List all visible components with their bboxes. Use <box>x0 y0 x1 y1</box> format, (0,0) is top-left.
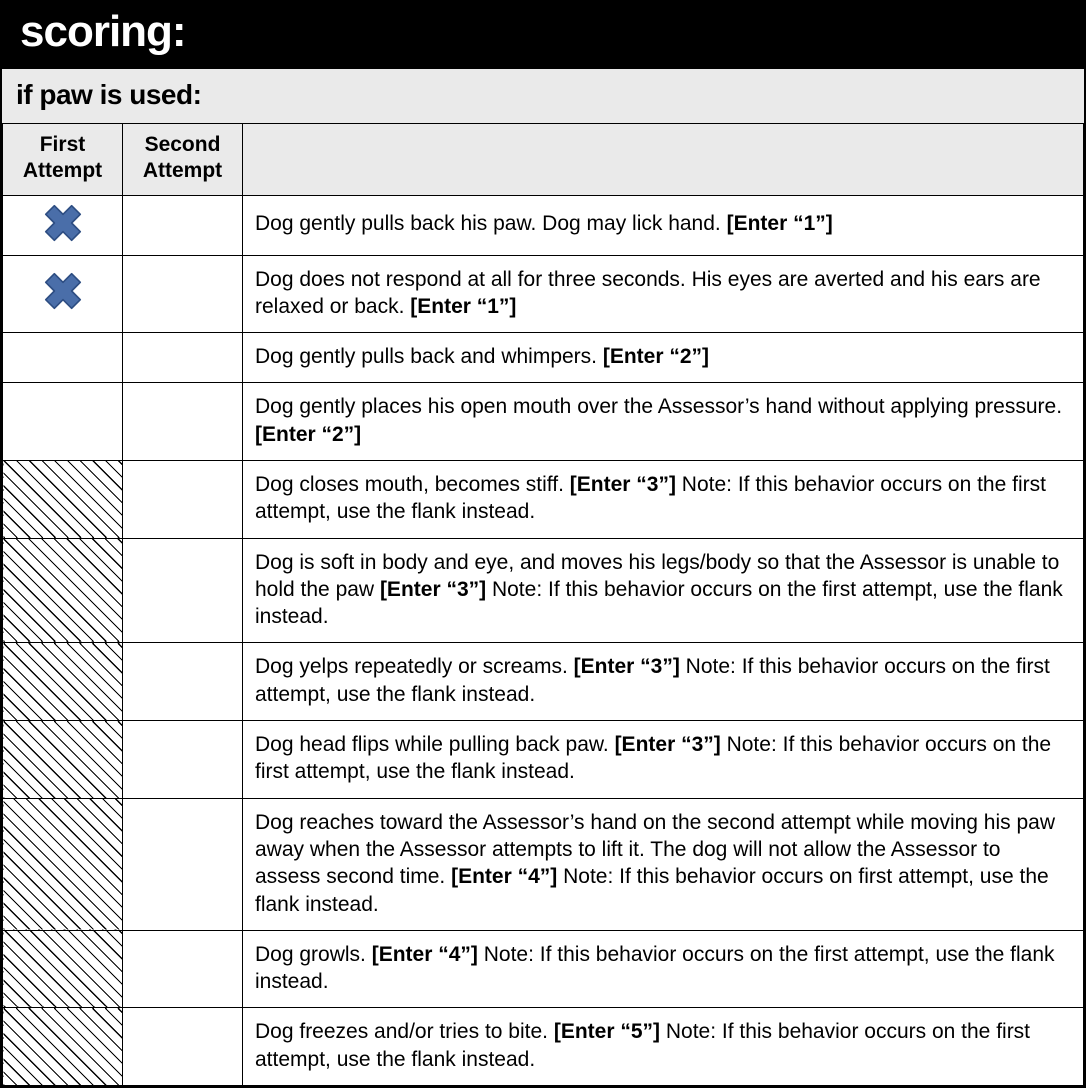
behavior-description: Dog freezes and/or tries to bite. [Enter… <box>243 1008 1084 1086</box>
second-attempt-cell[interactable] <box>123 643 243 721</box>
desc-text: Dog closes mouth, becomes stiff. <box>255 473 570 496</box>
desc-score-code: [Enter “4”] <box>372 943 478 966</box>
page-title: scoring: <box>2 2 1084 68</box>
scoring-sheet: scoring: if paw is used: First Attempt S… <box>0 0 1086 1088</box>
desc-score-code: [Enter “3”] <box>574 655 680 678</box>
table-row: Dog does not respond at all for three se… <box>3 255 1084 333</box>
table-row: Dog growls. [Enter “4”] Note: If this be… <box>3 930 1084 1008</box>
desc-score-code: [Enter “4”] <box>451 865 557 888</box>
behavior-description: Dog reaches toward the Assessor’s hand o… <box>243 798 1084 930</box>
second-attempt-cell[interactable] <box>123 460 243 538</box>
desc-score-code: [Enter “3”] <box>380 578 486 601</box>
section-subheader: if paw is used: <box>2 68 1084 123</box>
second-attempt-cell[interactable] <box>123 930 243 1008</box>
table-header-row: First Attempt Second Attempt <box>3 124 1084 196</box>
second-attempt-cell[interactable] <box>123 721 243 799</box>
behavior-description: Dog head flips while pulling back paw. [… <box>243 721 1084 799</box>
second-attempt-cell[interactable] <box>123 538 243 643</box>
desc-score-code: [Enter “3”] <box>615 733 721 756</box>
col-first-attempt: First Attempt <box>3 124 123 196</box>
behavior-description: Dog growls. [Enter “4”] Note: If this be… <box>243 930 1084 1008</box>
first-attempt-cell[interactable] <box>3 255 123 333</box>
table-row: Dog yelps repeatedly or screams. [Enter … <box>3 643 1084 721</box>
col-description <box>243 124 1084 196</box>
first-attempt-cell[interactable] <box>3 383 123 461</box>
table-row: Dog head flips while pulling back paw. [… <box>3 721 1084 799</box>
behavior-description: Dog is soft in body and eye, and moves h… <box>243 538 1084 643</box>
first-attempt-cell[interactable] <box>3 721 123 799</box>
first-attempt-cell[interactable] <box>3 643 123 721</box>
first-attempt-cell[interactable] <box>3 460 123 538</box>
table-row: Dog closes mouth, becomes stiff. [Enter … <box>3 460 1084 538</box>
table-row: Dog gently places his open mouth over th… <box>3 383 1084 461</box>
desc-text: Dog head flips while pulling back paw. <box>255 733 615 756</box>
behavior-description: Dog gently pulls back his paw. Dog may l… <box>243 195 1084 255</box>
desc-score-code: [Enter “2”] <box>603 345 709 368</box>
first-attempt-cell[interactable] <box>3 195 123 255</box>
desc-score-code: [Enter “1”] <box>410 295 516 318</box>
scoring-table: First Attempt Second Attempt Dog gently … <box>2 123 1084 1086</box>
second-attempt-cell[interactable] <box>123 333 243 383</box>
behavior-description: Dog gently pulls back and whimpers. [Ent… <box>243 333 1084 383</box>
desc-text: Dog gently places his open mouth over th… <box>255 395 1062 418</box>
desc-score-code: [Enter “1”] <box>727 212 833 235</box>
first-attempt-cell[interactable] <box>3 538 123 643</box>
desc-text: Dog gently pulls back and whimpers. <box>255 345 603 368</box>
first-attempt-cell[interactable] <box>3 930 123 1008</box>
table-row: Dog reaches toward the Assessor’s hand o… <box>3 798 1084 930</box>
behavior-description: Dog closes mouth, becomes stiff. [Enter … <box>243 460 1084 538</box>
table-row: Dog freezes and/or tries to bite. [Enter… <box>3 1008 1084 1086</box>
table-row: Dog gently pulls back and whimpers. [Ent… <box>3 333 1084 383</box>
desc-text: Dog growls. <box>255 943 372 966</box>
desc-score-code: [Enter “2”] <box>255 423 361 446</box>
behavior-description: Dog gently places his open mouth over th… <box>243 383 1084 461</box>
desc-score-code: [Enter “3”] <box>570 473 676 496</box>
behavior-description: Dog yelps repeatedly or screams. [Enter … <box>243 643 1084 721</box>
second-attempt-cell[interactable] <box>123 255 243 333</box>
first-attempt-cell[interactable] <box>3 1008 123 1086</box>
desc-score-code: [Enter “5”] <box>554 1020 660 1043</box>
table-row: Dog gently pulls back his paw. Dog may l… <box>3 195 1084 255</box>
first-attempt-cell[interactable] <box>3 798 123 930</box>
first-attempt-cell[interactable] <box>3 333 123 383</box>
x-mark-icon <box>36 264 90 318</box>
desc-text: Dog gently pulls back his paw. Dog may l… <box>255 212 727 235</box>
second-attempt-cell[interactable] <box>123 195 243 255</box>
behavior-description: Dog does not respond at all for three se… <box>243 255 1084 333</box>
second-attempt-cell[interactable] <box>123 383 243 461</box>
desc-text: Dog does not respond at all for three se… <box>255 268 1041 318</box>
desc-text: Dog freezes and/or tries to bite. <box>255 1020 554 1043</box>
x-mark-icon <box>36 196 90 250</box>
col-second-attempt: Second Attempt <box>123 124 243 196</box>
second-attempt-cell[interactable] <box>123 798 243 930</box>
second-attempt-cell[interactable] <box>123 1008 243 1086</box>
desc-text: Dog yelps repeatedly or screams. <box>255 655 574 678</box>
table-row: Dog is soft in body and eye, and moves h… <box>3 538 1084 643</box>
